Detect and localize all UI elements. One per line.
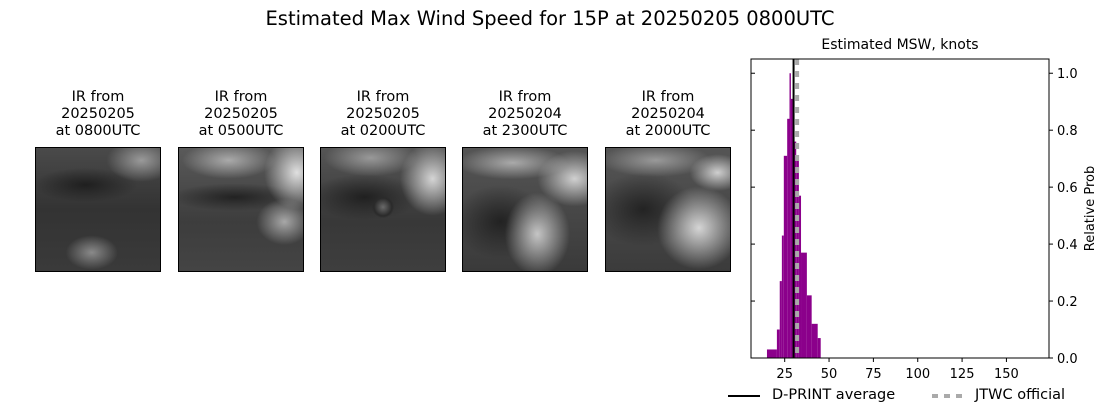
ir-panel-title: IR from 20250204 at 2300UTC [482,89,568,139]
histogram-bar [766,349,777,358]
histogram-bar [781,235,784,358]
ir-panel: IR from 20250204 at 2300UTC [462,89,588,272]
histogram-bar [787,118,790,358]
histogram-bar [806,295,812,358]
y-tick-label: 1.0 [1057,67,1078,82]
ir-satellite-image [605,147,731,272]
legend-label-jtwc: JTWC official [975,387,1066,403]
x-tick-label: 100 [905,367,930,382]
histogram-bar [817,338,821,358]
ir-panel-title: IR from 20250204 at 2000UTC [625,89,711,139]
legend-label-dprint: D-PRINT average [772,387,896,403]
ir-panel: IR from 20250204 at 2000UTC [605,89,731,272]
chart-title: Estimated MSW, knots [821,37,979,53]
ir-panel: IR from 20250205 at 0200UTC [320,89,446,272]
ir-panel: IR from 20250205 at 0800UTC [35,89,161,272]
ir-satellite-image [35,147,161,272]
plot-frame [750,58,1050,359]
ir-satellite-image [320,147,446,272]
ir-satellite-image [462,147,588,272]
x-tick-label: 125 [950,367,975,382]
y-tick-label: 0.6 [1057,181,1078,196]
y-tick-label: 0.8 [1057,124,1078,139]
y-tick-label: 0.2 [1057,295,1078,310]
histogram-bar [798,195,802,358]
y-tick-label: 0.4 [1057,238,1078,253]
ir-panel: IR from 20250205 at 0500UTC [178,89,304,272]
histogram-bar [801,252,807,358]
ir-panel-title: IR from 20250205 at 0500UTC [198,89,284,139]
ir-panel-title: IR from 20250205 at 0800UTC [55,89,141,139]
y-tick-label: 0.0 [1057,352,1078,367]
histogram-bar [790,98,793,358]
histogram-bar [789,73,791,358]
histogram-bar [811,323,818,358]
y-axis-label: Relative Prob [1083,166,1098,251]
x-tick-label: 150 [994,367,1019,382]
x-tick-label: 50 [821,367,838,382]
histogram-bar [776,329,780,358]
histogram-bar [783,155,788,358]
histogram-bar [779,281,782,358]
x-tick-label: 25 [776,367,793,382]
ir-panel-title: IR from 20250205 at 0200UTC [340,89,426,139]
ir-satellite-image [178,147,304,272]
x-tick-label: 75 [865,367,882,382]
figure-title: Estimated Max Wind Speed for 15P at 2025… [265,7,835,30]
